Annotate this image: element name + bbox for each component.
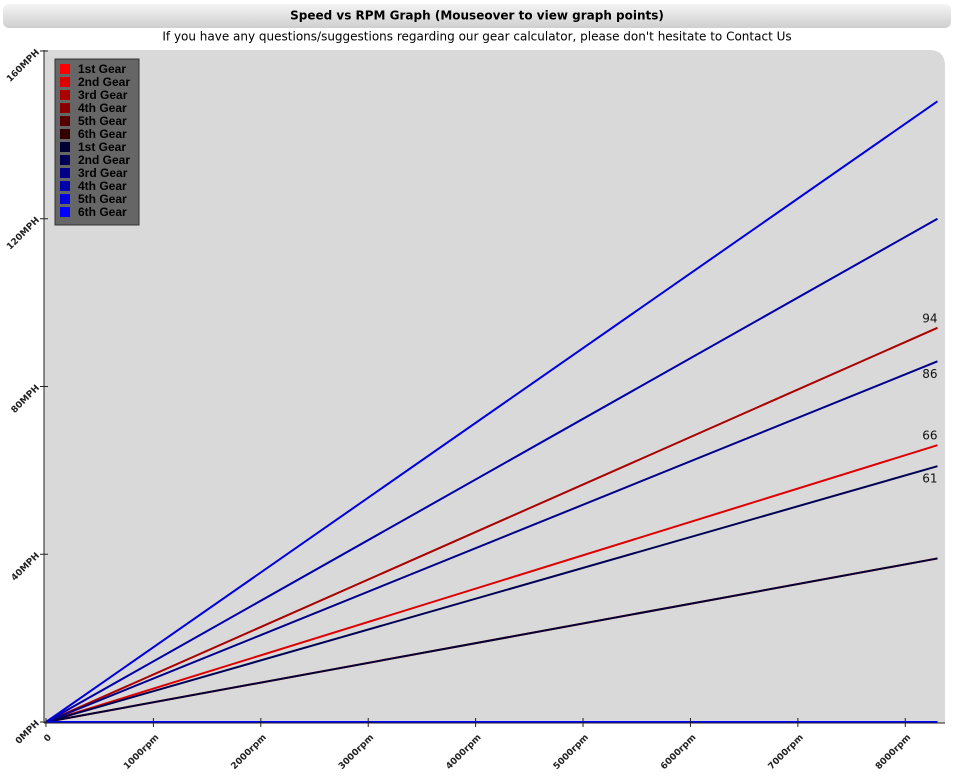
chart-subtitle: If you have any questions/suggestions re… [162,30,791,44]
x-tick-label: 6000rpm [659,733,698,772]
x-tick-label: 5000rpm [552,733,591,772]
y-tick-label: 40MPH [10,551,42,583]
x-tick-label: 1000rpm [122,733,161,772]
series-line [45,557,938,723]
legend-label: 6th Gear [78,127,127,141]
series-line [45,360,938,723]
legend-swatch [60,155,70,165]
legend-label: 4th Gear [78,179,127,193]
legend-label: 3rd Gear [78,166,128,180]
legend-swatch [60,181,70,191]
data-label: 66 [922,429,937,443]
legend-label: 5th Gear [78,114,127,128]
legend-label: 3rd Gear [78,88,128,102]
legend-swatch [60,103,70,113]
legend-swatch [60,64,70,74]
legend-swatch [60,90,70,100]
series-line [45,444,938,723]
y-tick-label: 80MPH [10,383,42,415]
x-tick-label: 4000rpm [444,733,483,772]
legend-label: 6th Gear [78,205,127,219]
data-label: 86 [922,367,937,381]
y-tick-label: 0MPH [14,719,42,747]
series-line [45,217,938,723]
legend-swatch [60,77,70,87]
legend-swatch [60,142,70,152]
legend-swatch [60,129,70,139]
data-label: 61 [922,472,937,486]
series-line [45,100,939,723]
title-bar [3,4,951,28]
plot-area [44,50,945,723]
legend-swatch [60,116,70,126]
y-tick-label: 120MPH [5,216,42,253]
legend-label: 5th Gear [78,192,127,206]
legend-swatch [60,194,70,204]
legend-label: 1st Gear [78,62,126,76]
legend-label: 1st Gear [78,140,126,154]
x-tick-label: 2000rpm [230,733,269,772]
legend-label: 4th Gear [78,101,127,115]
data-label: 94 [922,311,937,325]
y-tick-label: 160MPH [5,48,42,85]
series-line [45,326,938,723]
x-tick-label: 7000rpm [767,733,806,772]
x-tick-label: 8000rpm [874,733,913,772]
x-tick-label: 3000rpm [337,733,376,772]
legend-label: 2nd Gear [78,75,130,89]
series-line [45,465,938,723]
legend-label: 2nd Gear [78,153,130,167]
x-tick-label: 0 [42,733,54,745]
chart-title: Speed vs RPM Graph (Mouseover to view gr… [290,9,664,23]
legend-swatch [60,168,70,178]
legend-swatch [60,207,70,217]
